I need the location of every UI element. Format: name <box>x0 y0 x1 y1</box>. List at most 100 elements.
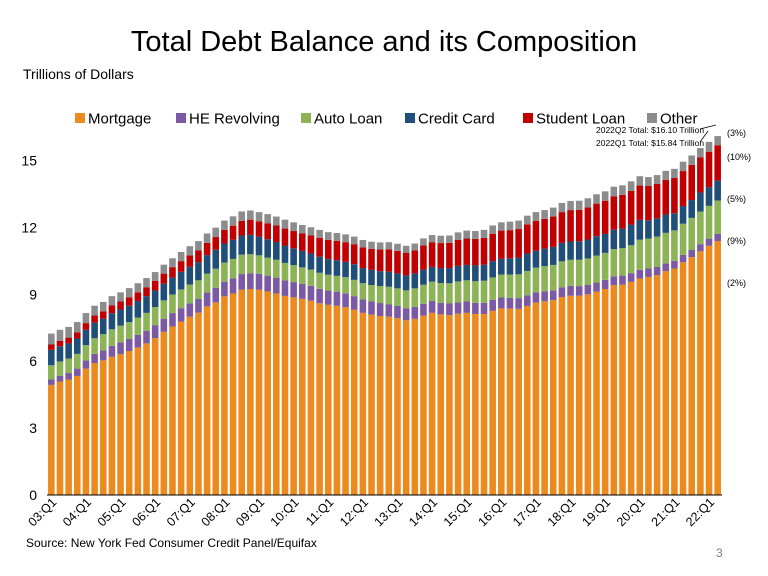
bar-student-loan <box>446 242 453 269</box>
bar-student-loan <box>56 340 64 347</box>
bar-he-revolving <box>333 291 341 306</box>
bar-he-revolving <box>186 303 194 317</box>
bar-student-loan <box>541 218 548 249</box>
bar-auto-loan <box>558 261 566 288</box>
y-tick-label: 0 <box>29 487 37 503</box>
bar-credit-card <box>601 233 609 253</box>
bar-mortgage <box>376 315 384 495</box>
bar-he-revolving <box>627 273 635 282</box>
bar-other <box>385 242 393 250</box>
bar-auto-loan <box>541 266 548 292</box>
bar-mortgage <box>549 300 557 495</box>
bar-auto-loan <box>333 275 341 292</box>
bar-credit-card <box>342 261 349 278</box>
bar-auto-loan <box>593 255 600 283</box>
bar-credit-card <box>679 206 687 224</box>
bar-student-loan <box>169 267 176 278</box>
x-tick-label: 13:Q1 <box>372 495 406 529</box>
bar-credit-card <box>411 273 419 289</box>
bar-credit-card <box>454 265 462 282</box>
y-tick-label: 15 <box>21 153 37 169</box>
bar-mortgage <box>394 318 401 495</box>
bar-credit-card <box>125 305 133 322</box>
bar-credit-card <box>489 261 496 278</box>
bar-he-revolving <box>151 325 159 339</box>
bar-credit-card <box>714 180 721 201</box>
bar-auto-loan <box>299 267 306 284</box>
bar-credit-card <box>697 192 704 212</box>
bar-credit-card <box>420 269 427 285</box>
x-tick-label: 07:Q1 <box>164 495 198 529</box>
bar-auto-loan <box>212 268 220 288</box>
bar-auto-loan <box>316 272 323 289</box>
bar-other <box>627 181 635 191</box>
bar-he-revolving <box>324 290 332 305</box>
bar-mortgage <box>653 275 661 495</box>
bar-credit-card <box>99 318 107 335</box>
x-tick-label: 06:Q1 <box>129 495 163 529</box>
bar-other <box>91 305 98 316</box>
bar-auto-loan <box>195 280 202 300</box>
bar-student-loan <box>411 250 419 274</box>
bar-credit-card <box>281 245 289 263</box>
bar-he-revolving <box>212 287 220 303</box>
bar-credit-card <box>437 268 445 283</box>
bar-auto-loan <box>411 288 419 307</box>
bar-credit-card <box>593 236 600 256</box>
bar-mortgage <box>143 343 150 495</box>
bar-he-revolving <box>498 297 505 309</box>
bar-other <box>541 210 548 219</box>
bar-credit-card <box>515 257 522 275</box>
bar-auto-loan <box>203 273 211 293</box>
bar-auto-loan <box>151 307 159 326</box>
bar-other <box>411 243 419 251</box>
bar-auto-loan <box>65 358 72 374</box>
bar-student-loan <box>281 228 289 246</box>
q2-total-annotation: 2022Q2 Total: $16.10 Trillion <box>596 125 704 135</box>
bar-credit-card <box>446 268 453 284</box>
bar-mortgage <box>636 278 644 495</box>
bar-credit-card <box>402 275 410 291</box>
bar-other <box>420 238 427 246</box>
bar-he-revolving <box>558 287 566 298</box>
bar-credit-card <box>463 264 470 281</box>
bar-student-loan <box>195 250 202 263</box>
bar-student-loan <box>394 250 401 274</box>
x-tick-label: 14:Q1 <box>406 495 440 529</box>
bar-he-revolving <box>376 303 384 316</box>
chart-title: Total Debt Balance and its Composition <box>130 26 638 58</box>
bar-he-revolving <box>541 291 548 302</box>
bar-other <box>671 168 678 178</box>
share-label: (3%) <box>727 128 746 138</box>
bar-mortgage <box>299 298 306 495</box>
bar-other <box>714 136 721 146</box>
share-label: (10%) <box>727 152 751 162</box>
bar-other <box>307 227 315 236</box>
bar-he-revolving <box>593 282 600 292</box>
bar-auto-loan <box>705 205 713 239</box>
bar-student-loan <box>91 315 98 323</box>
bar-mortgage <box>489 310 496 495</box>
bar-he-revolving <box>74 368 81 376</box>
bar-other <box>160 264 168 274</box>
bar-credit-card <box>532 250 540 268</box>
bar-other <box>489 225 496 234</box>
x-tick-label: 15:Q1 <box>441 495 475 529</box>
bar-auto-loan <box>160 300 168 319</box>
bar-student-loan <box>705 151 713 188</box>
bar-other <box>333 233 341 241</box>
bar-auto-loan <box>567 259 574 286</box>
bar-mortgage <box>420 315 427 495</box>
legend-swatch-mortgage <box>75 113 85 123</box>
bar-other <box>593 194 600 204</box>
bar-credit-card <box>273 241 280 260</box>
bar-auto-loan <box>264 257 271 276</box>
bar-mortgage <box>601 289 609 495</box>
bar-he-revolving <box>238 274 245 290</box>
bar-auto-loan <box>247 254 254 274</box>
x-tick-label: 21:Q1 <box>649 495 683 529</box>
bar-other <box>705 141 713 152</box>
bar-auto-loan <box>255 255 263 274</box>
bar-mortgage <box>515 308 522 495</box>
bar-other <box>151 272 159 281</box>
